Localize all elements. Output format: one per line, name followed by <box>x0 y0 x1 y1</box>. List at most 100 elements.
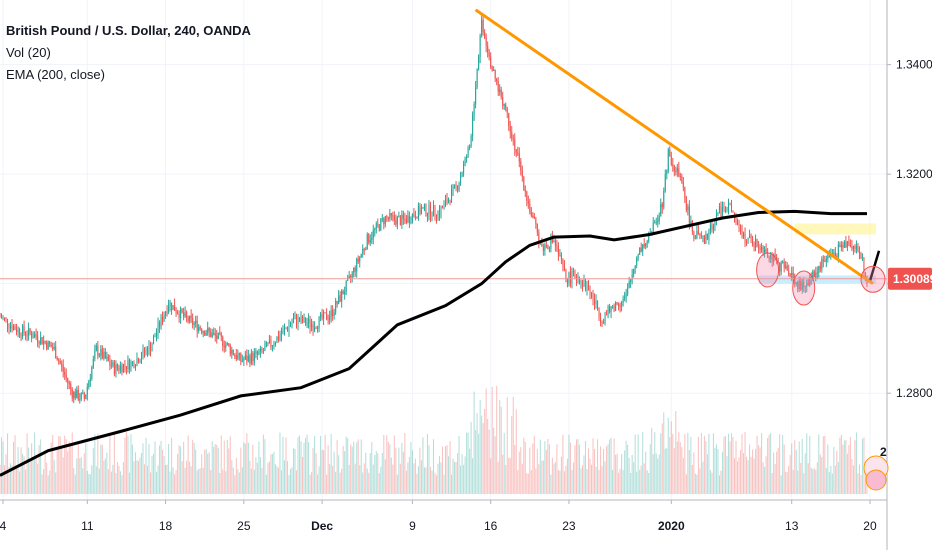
candle-body <box>41 337 43 345</box>
candle-body <box>842 245 844 248</box>
candle-body <box>237 355 239 359</box>
candle-body <box>682 182 684 188</box>
candle-body <box>198 326 200 332</box>
candle-body <box>347 277 349 281</box>
volume-bar <box>228 448 230 494</box>
volume-bar <box>417 466 419 494</box>
candle-body <box>518 153 520 162</box>
volume-bar <box>452 458 454 494</box>
volume-bar <box>180 446 182 494</box>
candle-body <box>416 217 418 219</box>
candle-body <box>432 205 435 217</box>
legend-symbol[interactable]: British Pound / U.S. Dollar, 240, OANDA <box>6 23 251 38</box>
volume-bar <box>505 464 507 494</box>
volume-bar <box>618 472 620 494</box>
volume-bar <box>637 434 639 494</box>
candle-body <box>517 152 519 154</box>
candle-body <box>730 204 733 212</box>
candle-body <box>627 288 629 295</box>
candle-body <box>514 139 516 150</box>
volume-bar <box>411 450 413 494</box>
volume-bar <box>193 442 195 494</box>
candle-body <box>44 340 46 343</box>
candle-body <box>329 316 331 320</box>
candle-body <box>152 336 155 345</box>
candle-body <box>92 358 94 368</box>
candle-body <box>539 243 541 245</box>
volume-bar <box>305 437 307 494</box>
candle-body <box>526 191 528 201</box>
volume-bar <box>246 433 248 494</box>
volume-bar <box>320 435 322 494</box>
volume-bar <box>779 434 781 494</box>
volume-bar <box>140 452 143 494</box>
volume-bar <box>855 432 857 494</box>
candle-body <box>365 249 367 251</box>
candle-body <box>295 315 298 325</box>
candle-body <box>661 203 663 208</box>
candle-body <box>270 339 272 347</box>
volume-bar <box>124 437 126 494</box>
volume-bar <box>286 461 289 494</box>
volume-bar <box>431 470 433 494</box>
volume-bar <box>192 440 194 494</box>
candle-body <box>563 265 565 270</box>
volume-bar <box>566 458 568 494</box>
candle-body <box>128 360 130 370</box>
candle-body <box>658 216 660 221</box>
candle-body <box>407 215 409 223</box>
volume-bar <box>222 469 224 494</box>
candle-body <box>393 215 395 220</box>
candle-body <box>166 311 168 313</box>
volume-bar <box>74 474 76 494</box>
candle-body <box>747 237 749 243</box>
volume-bar <box>225 471 227 494</box>
candle-body <box>484 32 486 38</box>
volume-bar <box>171 437 173 494</box>
candle-body <box>603 322 605 324</box>
candle-body <box>785 265 787 268</box>
candle-body <box>761 247 763 250</box>
candle-body <box>822 259 824 262</box>
volume-bar <box>277 467 279 494</box>
candle-body <box>83 393 85 399</box>
volume-bar <box>496 385 498 494</box>
candle-body <box>448 199 450 203</box>
volume-bar <box>843 440 845 494</box>
volume-bar <box>247 442 249 494</box>
volume-bar <box>502 454 504 494</box>
volume-bar <box>715 444 717 494</box>
legend-volume[interactable]: Vol (20) <box>6 45 51 60</box>
volume-bar <box>83 453 85 494</box>
volume-bar <box>106 452 108 494</box>
legend-ema[interactable]: EMA (200, close) <box>6 67 105 82</box>
volume-bar <box>767 437 769 494</box>
volume-bar <box>499 399 501 494</box>
volume-bar <box>529 447 531 494</box>
candle-body <box>43 340 45 345</box>
volume-bar <box>181 461 183 494</box>
volume-bar <box>178 445 180 494</box>
volume-bar <box>574 445 576 494</box>
volume-bar <box>550 474 552 494</box>
volume-bar <box>398 447 400 494</box>
volume-bar <box>416 473 418 494</box>
volume-bar <box>861 438 863 494</box>
volume-bar <box>10 463 12 494</box>
volume-bar <box>809 435 811 494</box>
candle-body <box>816 272 818 274</box>
volume-bar <box>259 457 261 494</box>
candle-body <box>606 314 608 316</box>
volume-bar <box>776 451 778 494</box>
volume-bar <box>342 445 344 494</box>
volume-bar <box>603 448 605 494</box>
candle-body <box>840 245 842 247</box>
volume-bar <box>461 454 463 494</box>
candle-body <box>381 218 383 220</box>
volume-bar <box>693 452 695 494</box>
candle-body <box>360 253 362 257</box>
candle-body <box>85 394 87 399</box>
candle-body <box>333 312 335 316</box>
candle-body <box>211 333 213 337</box>
